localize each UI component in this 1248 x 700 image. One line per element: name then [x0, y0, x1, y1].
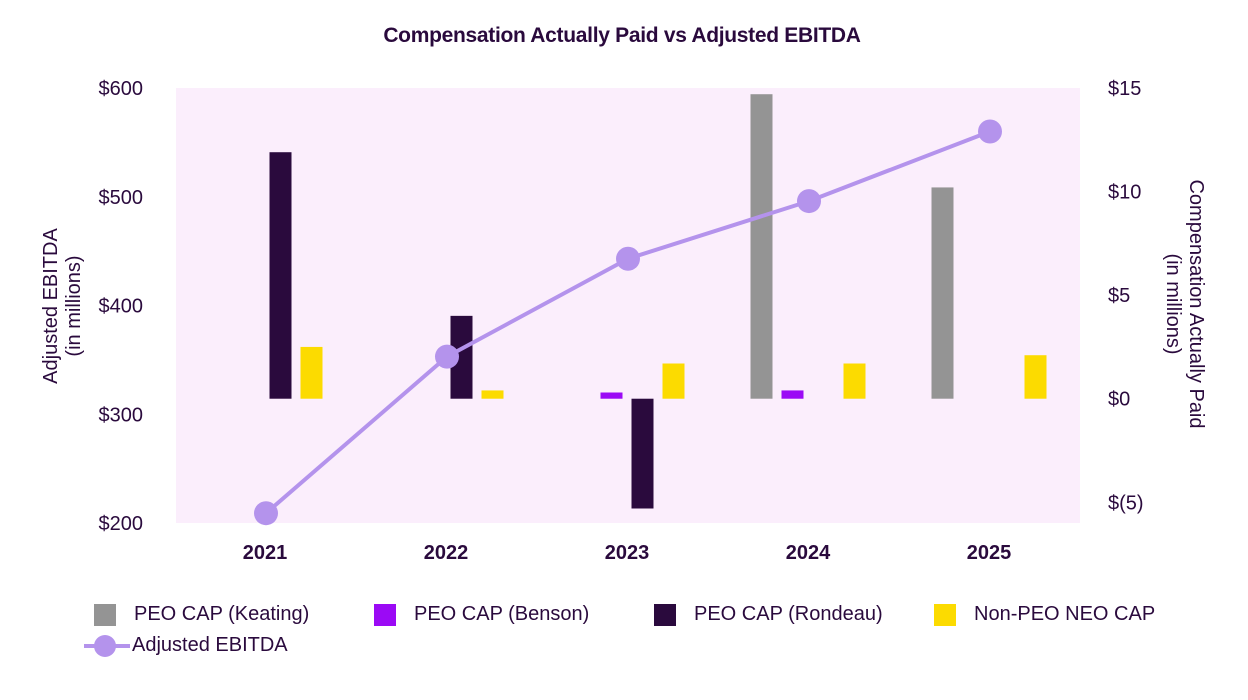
legend-swatch-keating	[94, 603, 116, 626]
x-tick-2023: 2023	[605, 542, 650, 564]
ebitda-line-group	[254, 119, 1002, 526]
bar-non-peo-neo-cap-2025	[1024, 355, 1047, 399]
x-tick-labels: 2021 2022 2023 2024 2025	[243, 542, 1012, 564]
bar-non-peo-neo-cap-2023	[662, 363, 685, 399]
legend-item-keating: PEO CAP (Keating)	[94, 603, 309, 626]
left-tick-300: $300	[99, 404, 144, 426]
left-axis-label: Adjusted EBITDA	[40, 228, 62, 384]
legend-swatch-non-peo	[934, 603, 956, 626]
ebitda-point-2022	[435, 344, 459, 369]
ebitda-point-2024	[797, 189, 821, 214]
left-tick-600: $600	[99, 78, 144, 100]
ebitda-point-2025	[978, 119, 1002, 144]
left-axis-sublabel: (in millions)	[63, 255, 85, 356]
bar-non-peo-neo-cap-2022	[481, 390, 504, 399]
x-tick-2021: 2021	[243, 542, 288, 564]
x-tick-2022: 2022	[424, 542, 469, 564]
right-axis-sublabel: (in millions)	[1162, 253, 1184, 354]
bar-peo-cap-rondeau-2022	[450, 315, 473, 399]
legend-label-keating: PEO CAP (Keating)	[134, 603, 310, 625]
legend-label-rondeau: PEO CAP (Rondeau)	[694, 603, 883, 625]
right-tick-10: $10	[1108, 182, 1141, 204]
bar-non-peo-neo-cap-2024	[843, 363, 866, 399]
right-tick-0: $0	[1108, 389, 1130, 411]
legend-swatch-ebitda	[84, 634, 130, 657]
left-tick-400: $400	[99, 296, 144, 318]
bars-group	[269, 94, 1047, 509]
bar-peo-cap-rondeau-2023	[631, 398, 654, 509]
legend-swatch-rondeau	[654, 603, 676, 626]
x-tick-2024: 2024	[786, 542, 831, 564]
right-axis-label: Compensation Actually Paid	[1185, 179, 1207, 428]
left-tick-500: $500	[99, 187, 144, 209]
legend-item-benson: PEO CAP (Benson)	[374, 603, 589, 626]
x-tick-2025: 2025	[967, 542, 1012, 564]
right-tick-labels: $(5) $0 $5 $10 $15	[1108, 78, 1144, 514]
bar-peo-cap-keating-2024	[750, 94, 773, 399]
left-tick-200: $200	[99, 513, 144, 535]
chart-title: Compensation Actually Paid vs Adjusted E…	[383, 24, 861, 47]
legend-label-non-peo: Non-PEO NEO CAP	[974, 603, 1156, 625]
bar-non-peo-neo-cap-2021	[300, 346, 323, 399]
plot-background	[176, 88, 1080, 523]
legend-label-benson: PEO CAP (Benson)	[414, 603, 590, 625]
legend-label-ebitda: Adjusted EBITDA	[132, 634, 288, 656]
bar-peo-cap-benson-2024	[781, 390, 804, 399]
right-tick-5: $5	[1108, 285, 1130, 307]
right-tick--5: $(5)	[1108, 492, 1144, 514]
legend-item-non-peo: Non-PEO NEO CAP	[934, 603, 1155, 626]
left-tick-labels: $200 $300 $400 $500 $600	[99, 78, 144, 535]
ebitda-point-2021	[254, 501, 278, 526]
legend-item-rondeau: PEO CAP (Rondeau)	[654, 603, 883, 626]
legend-swatch-benson	[374, 603, 396, 626]
bar-peo-cap-benson-2023	[600, 392, 623, 399]
chart-svg: 2021 2022 2023 2024 2025 $200 $300 $400 $500 $60…	[40, 78, 1207, 564]
legend-item-ebitda: Adjusted EBITDA	[84, 634, 288, 657]
bar-peo-cap-rondeau-2021	[269, 152, 292, 399]
bar-peo-cap-keating-2025	[931, 187, 954, 399]
right-tick-15: $15	[1108, 78, 1141, 100]
ebitda-point-2023	[616, 246, 640, 271]
